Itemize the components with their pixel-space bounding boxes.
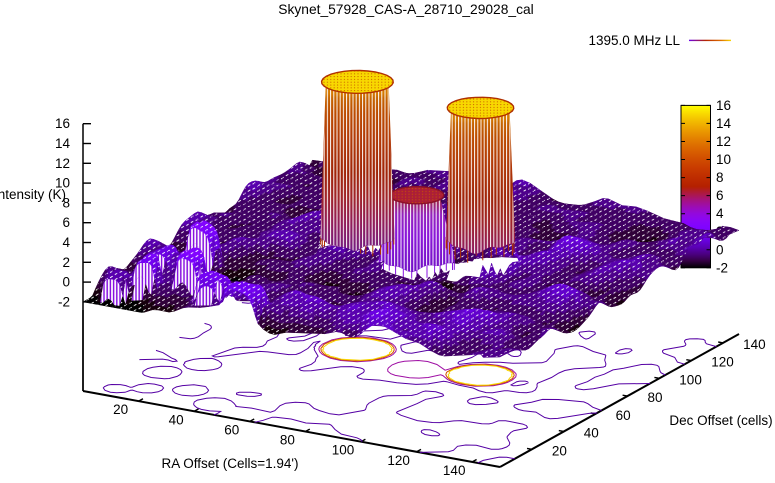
svg-text:80: 80 [280,433,295,448]
svg-text:12: 12 [55,156,70,171]
svg-text:Dec Offset (cells): Dec Offset (cells) [669,413,772,428]
svg-text:40: 40 [584,426,599,441]
svg-text:1395.0 MHz LL: 1395.0 MHz LL [588,33,680,48]
svg-text:20: 20 [113,402,128,417]
svg-text:140: 140 [443,463,466,478]
svg-text:40: 40 [169,412,184,427]
svg-text:16: 16 [716,98,731,113]
svg-text:2: 2 [62,255,70,270]
svg-text:60: 60 [616,408,631,423]
svg-text:0: 0 [716,242,724,257]
svg-text:100: 100 [679,372,702,387]
svg-text:14: 14 [55,136,71,151]
svg-text:RA Offset (Cells=1.94'): RA Offset (Cells=1.94') [161,456,298,471]
svg-text:4: 4 [716,206,724,221]
svg-text:14: 14 [716,116,732,131]
svg-text:80: 80 [648,390,663,405]
svg-text:120: 120 [711,355,734,370]
svg-text:120: 120 [387,453,410,468]
svg-text:Skynet_57928_CAS-A_28710_29028: Skynet_57928_CAS-A_28710_29028_cal [278,2,533,17]
svg-text:0: 0 [62,275,70,290]
svg-text:10: 10 [716,152,731,167]
svg-text:10: 10 [55,176,70,191]
svg-text:6: 6 [716,188,724,203]
svg-text:20: 20 [552,443,567,458]
svg-text:-2: -2 [716,260,728,275]
svg-text:Intensity (K): Intensity (K) [0,187,66,202]
svg-text:16: 16 [55,116,70,131]
svg-text:60: 60 [224,422,239,437]
svg-text:140: 140 [743,337,766,352]
svg-text:8: 8 [62,195,70,210]
svg-text:6: 6 [62,215,70,230]
svg-text:12: 12 [716,134,731,149]
svg-text:100: 100 [332,443,355,458]
svg-text:-2: -2 [58,294,70,309]
svg-text:8: 8 [716,170,724,185]
svg-text:4: 4 [62,235,70,250]
